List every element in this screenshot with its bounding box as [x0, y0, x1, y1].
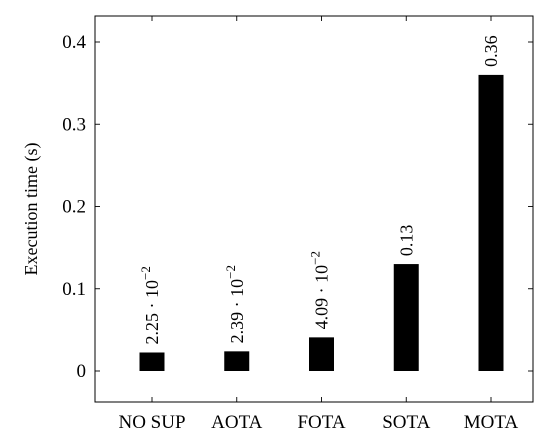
- data-label: 2.25 · 10−2: [138, 266, 162, 344]
- bars: [139, 74, 504, 372]
- bar: [309, 337, 334, 371]
- data-label: 2.39 · 10−2: [223, 265, 247, 343]
- data-label-base: 0.36: [481, 35, 501, 67]
- data-label-base: 2.25 · 10: [142, 280, 162, 345]
- data-label-exponent: −2: [223, 265, 238, 279]
- y-axis-ticks: 0 0.1 0.2 0.3 0.4: [62, 32, 533, 382]
- x-tick-label: FOTA: [297, 412, 345, 433]
- y-tick-label: 0.3: [62, 114, 86, 135]
- data-label-base: 0.13: [396, 225, 416, 257]
- data-label: 0.13: [396, 225, 416, 257]
- y-tick-label: 0: [77, 361, 87, 382]
- data-labels: 2.25 · 10−22.39 · 10−2 4.09 · 10−20.130.3…: [138, 35, 501, 344]
- data-label: 4.09 · 10−2: [308, 251, 332, 329]
- x-tick-label: SOTA: [382, 412, 430, 433]
- data-label-exponent: −2: [308, 251, 323, 265]
- bar: [224, 351, 250, 371]
- x-tick-label: AOTA: [211, 412, 263, 433]
- data-label-base: 4.09 · 10: [312, 265, 332, 330]
- y-axis-title: Execution time (s): [21, 143, 42, 276]
- y-tick-label: 0.1: [62, 279, 86, 300]
- bar: [139, 352, 165, 371]
- data-label: 0.36: [481, 35, 501, 67]
- data-label-exponent: −2: [138, 266, 153, 280]
- bar: [393, 264, 419, 371]
- y-tick-label: 0.2: [62, 197, 86, 218]
- x-tick-label: NO SUP: [118, 412, 185, 433]
- x-tick-label: MOTA: [464, 412, 519, 433]
- data-label-base: 2.39 · 10: [227, 279, 247, 344]
- plot-frame: [94, 15, 534, 403]
- bar: [478, 74, 504, 372]
- x-axis-ticks: NO SUP AOTA FOTA SOTA MOTA: [118, 16, 518, 433]
- y-tick-label: 0.4: [62, 32, 86, 53]
